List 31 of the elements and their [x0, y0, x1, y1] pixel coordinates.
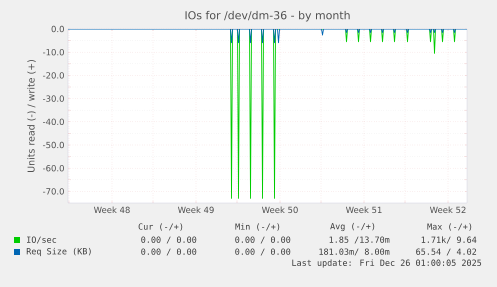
text: 0.00 / 0.00	[235, 236, 290, 244]
text: Min (-/+)	[235, 223, 280, 231]
y-tick-label: -30.0	[42, 95, 64, 102]
x-tick-label: Week 52	[430, 206, 466, 214]
x-tick-label: Week 48	[94, 206, 130, 214]
y-tick-label: -40.0	[42, 118, 64, 126]
legend-label: IO/sec	[27, 236, 56, 244]
text: 181.03m/ 8.00m	[319, 248, 390, 256]
y-tick-label: -70.0	[42, 188, 64, 195]
x-tick-label: Week 51	[346, 206, 382, 214]
y-tick-label: 0.0	[52, 26, 64, 32]
line-series	[68, 29, 468, 44]
text: 1.85 /13.70m	[330, 236, 390, 244]
legend-label: Req Size (KB)	[26, 248, 91, 256]
x-tick-label: Week 50	[262, 206, 298, 214]
text: Max (-/+)	[427, 223, 472, 231]
y-tick-label: -60.0	[42, 165, 64, 172]
y-axis-title: Units read (-) / write (+)	[27, 60, 36, 172]
text: Last update: Fri Dec 26 01:00:05 2025	[292, 259, 482, 268]
text: Avg (-/+)	[330, 222, 374, 232]
text: 65.54 / 4.02	[416, 248, 476, 256]
text: 0.00 / 0.00	[141, 248, 196, 256]
chart-title: IOs for /dev/dm-36 - by month	[186, 10, 350, 22]
y-tick-label: -20.0	[42, 72, 64, 79]
y-tick-label: -50.0	[42, 142, 64, 148]
y-tick-label: -10.0	[42, 49, 64, 56]
text: Cur (-/+)	[138, 223, 182, 231]
x-tick-label: Week 49	[178, 206, 214, 214]
text: 0.00 / 0.00	[235, 248, 290, 256]
text: 0.00 / 0.00	[141, 236, 196, 244]
text: 1.71k/ 9.64	[422, 236, 476, 244]
